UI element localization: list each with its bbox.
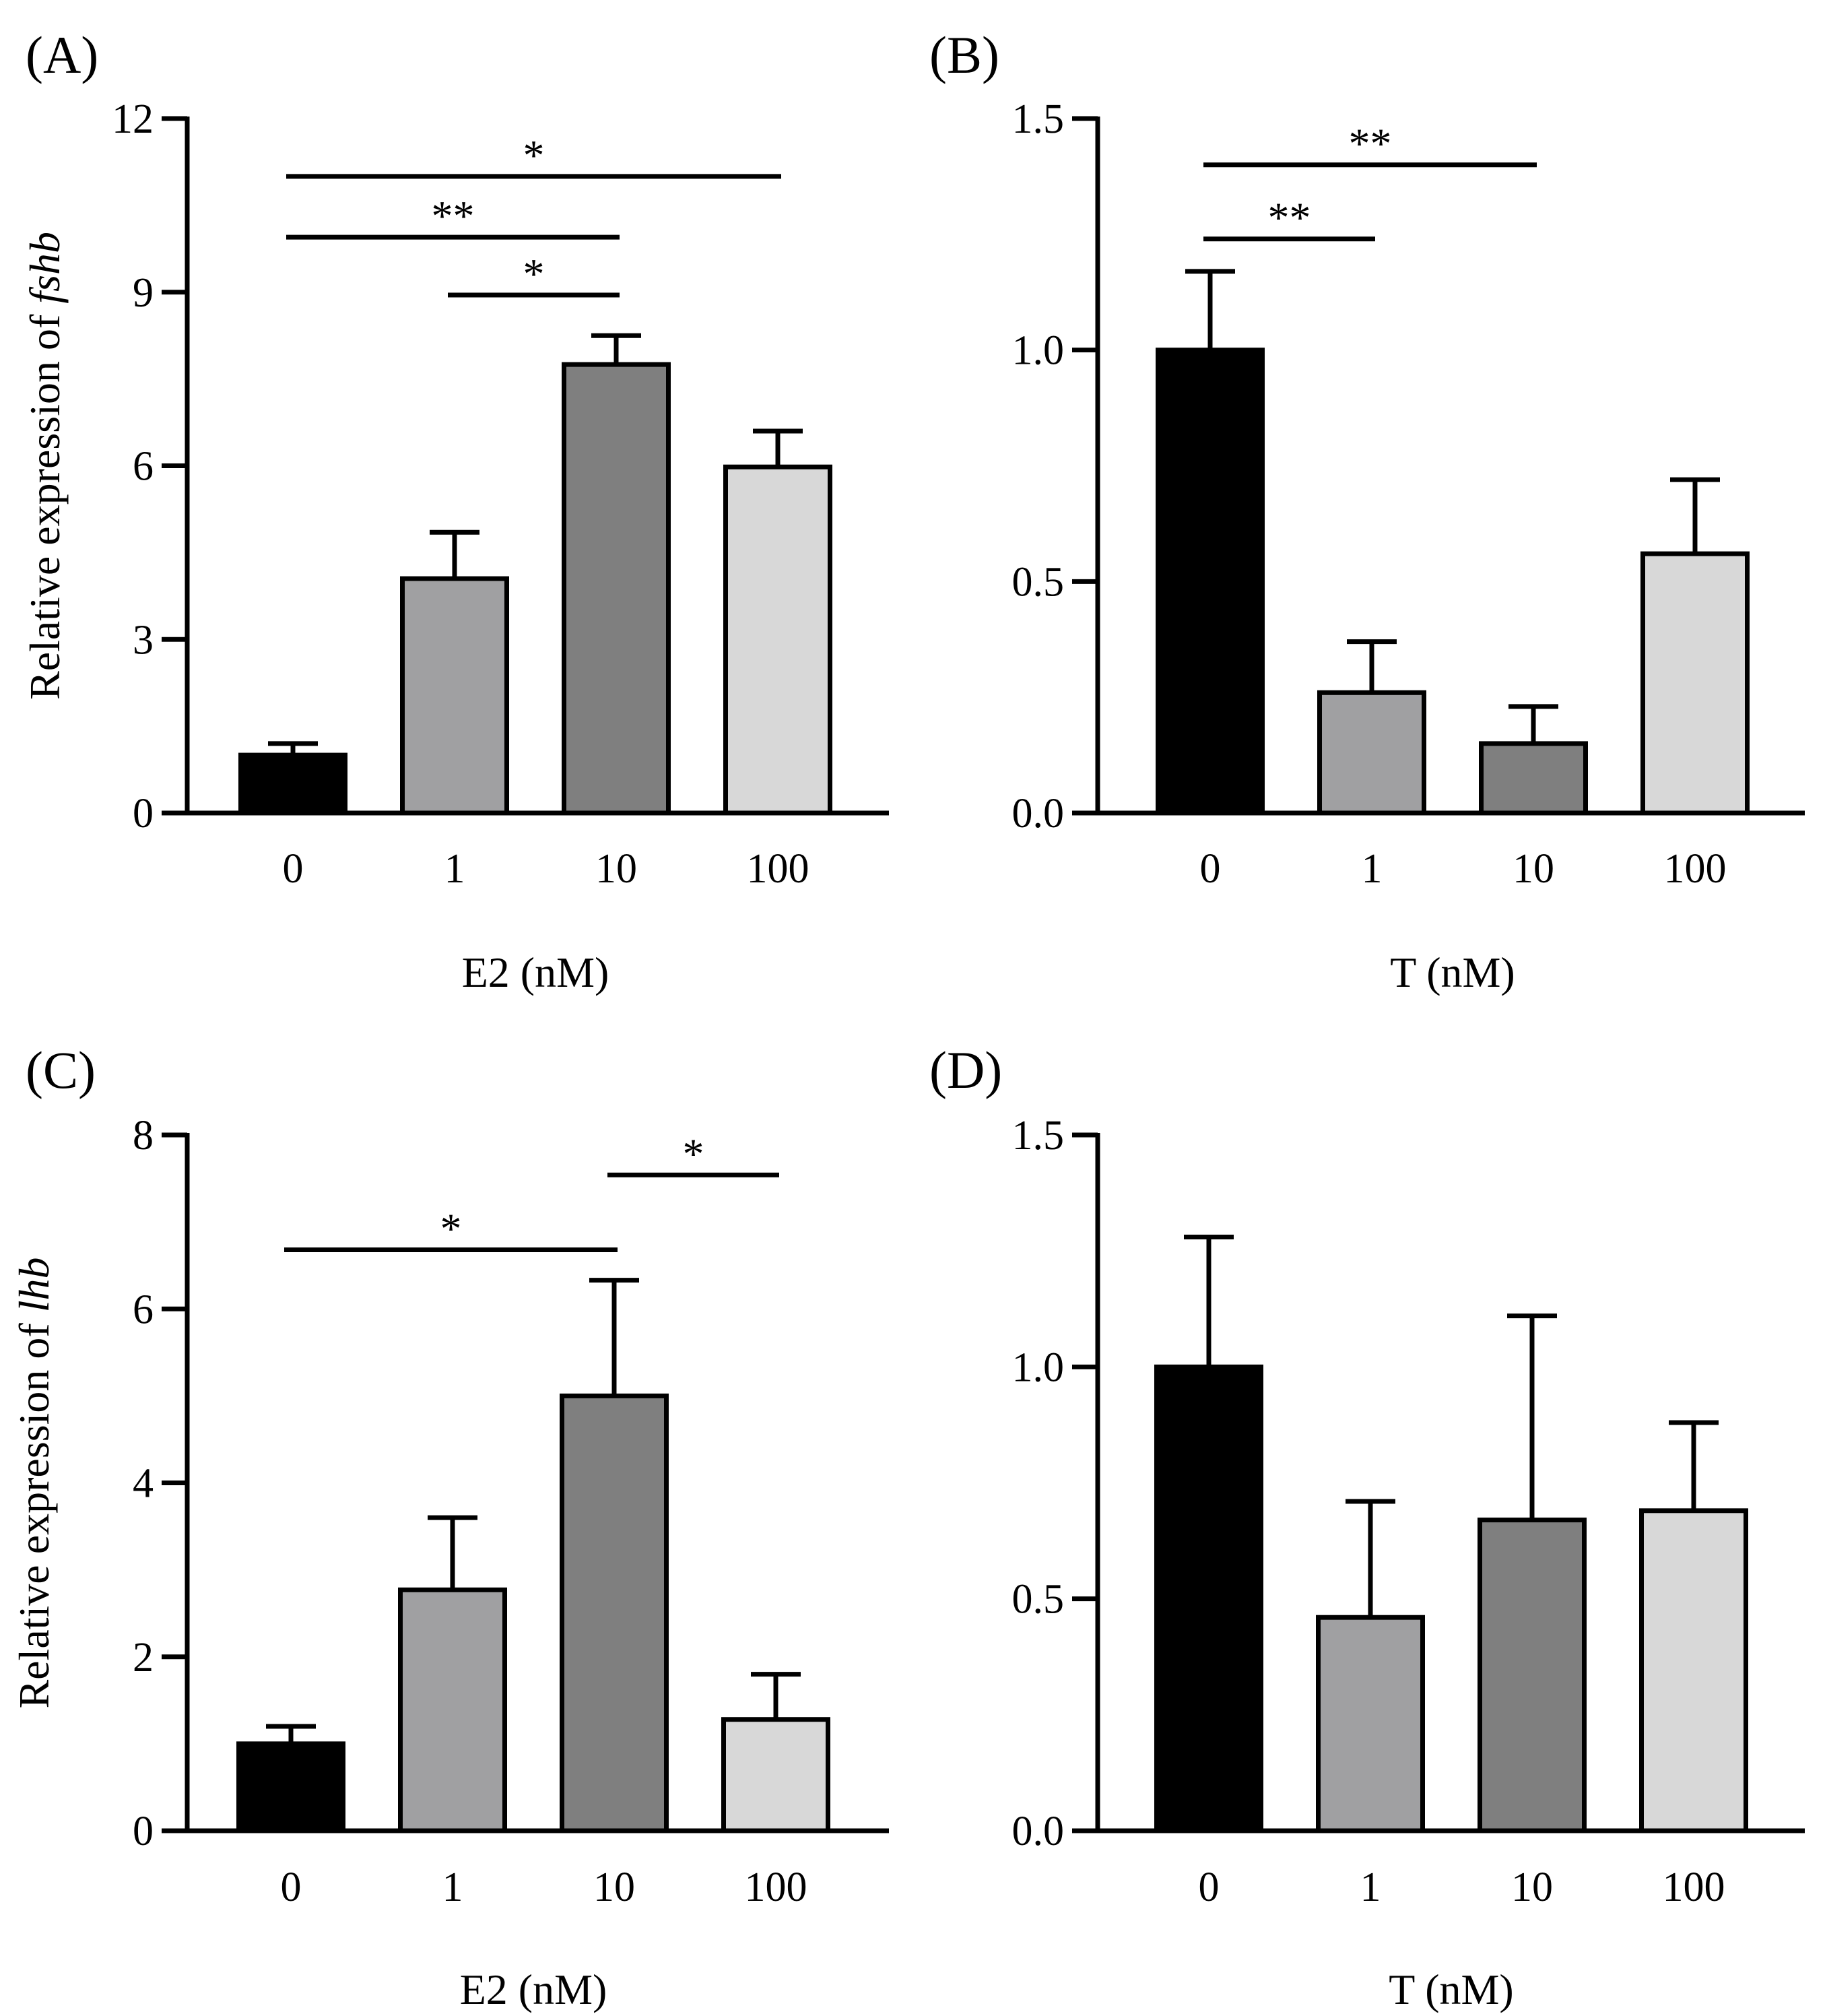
x-tick-label-c: 1 bbox=[442, 1864, 463, 1910]
panel-label-c: (C) bbox=[26, 1041, 96, 1099]
bar-a-10 bbox=[562, 362, 671, 816]
x-tick-label-b: 10 bbox=[1513, 846, 1554, 892]
x-tick-label-c: 10 bbox=[593, 1864, 635, 1910]
x-tick-label-d: 1 bbox=[1360, 1864, 1381, 1910]
bar-d-1 bbox=[1316, 1615, 1425, 1833]
bar-a-1 bbox=[400, 576, 509, 816]
x-tick-label-a: 1 bbox=[444, 846, 465, 892]
y-tick-label-d: 0.0 bbox=[1012, 1809, 1065, 1854]
x-tick-label-c: 0 bbox=[281, 1864, 302, 1910]
y-tick-label-c: 8 bbox=[133, 1113, 154, 1159]
bar-b-10 bbox=[1479, 741, 1588, 816]
bar-c-100 bbox=[721, 1717, 830, 1833]
x-tick-label-b: 1 bbox=[1362, 846, 1383, 892]
y-axis-title-a: Relative expression of fshb bbox=[21, 232, 69, 700]
bar-d-0 bbox=[1154, 1364, 1263, 1833]
x-tick-label-b: 0 bbox=[1200, 846, 1221, 892]
x-tick-label-d: 100 bbox=[1663, 1864, 1725, 1910]
chart-panel-c: (C) 0 2 4 6 8 0 1 10 100 E2 (nM) Relative expressio… bbox=[10, 1041, 889, 2013]
bar-b-100 bbox=[1640, 551, 1750, 816]
x-axis-title-a: E2 (nM) bbox=[462, 948, 609, 996]
bar-c-1 bbox=[398, 1587, 507, 1833]
significance-label-b: ** bbox=[1349, 120, 1392, 168]
y-tick-label-d: 0.5 bbox=[1012, 1577, 1065, 1623]
y-axis-title-gene: fshb bbox=[21, 232, 69, 304]
significance-label-a: * bbox=[523, 131, 545, 179]
significance-label-a: * bbox=[523, 250, 545, 298]
bar-d-100 bbox=[1639, 1508, 1748, 1833]
y-tick-label-a: 0 bbox=[133, 791, 154, 837]
y-tick-label-c: 6 bbox=[133, 1287, 154, 1332]
x-axis-title-b: T (nM) bbox=[1390, 948, 1515, 996]
x-axis-title-d: T (nM) bbox=[1389, 1965, 1513, 2013]
y-tick-label-a: 9 bbox=[133, 270, 154, 316]
x-tick-label-a: 100 bbox=[747, 846, 809, 892]
x-tick-label-d: 0 bbox=[1199, 1864, 1220, 1910]
bar-a-100 bbox=[723, 464, 832, 816]
x-tick-label-d: 10 bbox=[1511, 1864, 1553, 1910]
x-tick-label-a: 10 bbox=[595, 846, 637, 892]
significance-label-c: * bbox=[683, 1130, 704, 1177]
y-tick-label-d: 1.5 bbox=[1012, 1113, 1065, 1159]
chart-panel-b: (B) 0.0 0.5 1.0 1.5 0 1 10 100 T (nM) ** ** bbox=[929, 26, 1805, 996]
y-tick-label-c: 4 bbox=[133, 1461, 154, 1507]
bar-d-10 bbox=[1478, 1518, 1587, 1833]
significance-label-c: * bbox=[440, 1204, 462, 1252]
y-axis-title-c: Relative expression of lhb bbox=[10, 1257, 58, 1708]
chart-panel-d: (D) 0.0 0.5 1.0 1.5 0 1 10 100 T (nM) bbox=[929, 1041, 1805, 2013]
x-tick-label-c: 100 bbox=[745, 1864, 807, 1910]
y-tick-label-b: 0.5 bbox=[1012, 559, 1065, 605]
bar-c-10 bbox=[560, 1393, 669, 1833]
y-tick-label-a: 3 bbox=[133, 617, 154, 663]
y-tick-label-b: 1.5 bbox=[1012, 96, 1065, 142]
y-tick-label-c: 0 bbox=[133, 1809, 154, 1854]
bar-b-0 bbox=[1156, 348, 1265, 816]
bar-a-0 bbox=[238, 752, 347, 816]
y-tick-label-d: 1.0 bbox=[1012, 1344, 1065, 1390]
x-tick-label-b: 100 bbox=[1664, 846, 1727, 892]
y-tick-label-c: 2 bbox=[133, 1635, 154, 1681]
x-axis-title-c: E2 (nM) bbox=[460, 1965, 607, 2013]
bar-b-1 bbox=[1317, 690, 1426, 816]
y-axis-title-prefix: Relative expression of bbox=[21, 304, 69, 700]
significance-label-b: ** bbox=[1268, 194, 1311, 242]
chart-panel-a: (A) 0 3 6 9 12 0 1 10 100 E2 (nM) Relative expressi… bbox=[21, 26, 889, 996]
y-tick-label-b: 1.0 bbox=[1012, 328, 1065, 374]
x-tick-label-a: 0 bbox=[283, 846, 304, 892]
y-axis-title-prefix: Relative expression of bbox=[10, 1312, 58, 1708]
y-tick-label-b: 0.0 bbox=[1012, 791, 1065, 837]
panel-label-d: (D) bbox=[929, 1041, 1002, 1099]
y-tick-label-a: 12 bbox=[112, 96, 154, 142]
panel-label-b: (B) bbox=[929, 26, 999, 84]
panel-label-a: (A) bbox=[26, 26, 98, 84]
bar-c-0 bbox=[236, 1741, 345, 1833]
significance-label-a: ** bbox=[432, 192, 475, 240]
y-axis-title-gene: lhb bbox=[10, 1257, 58, 1312]
y-tick-label-a: 6 bbox=[133, 444, 154, 490]
